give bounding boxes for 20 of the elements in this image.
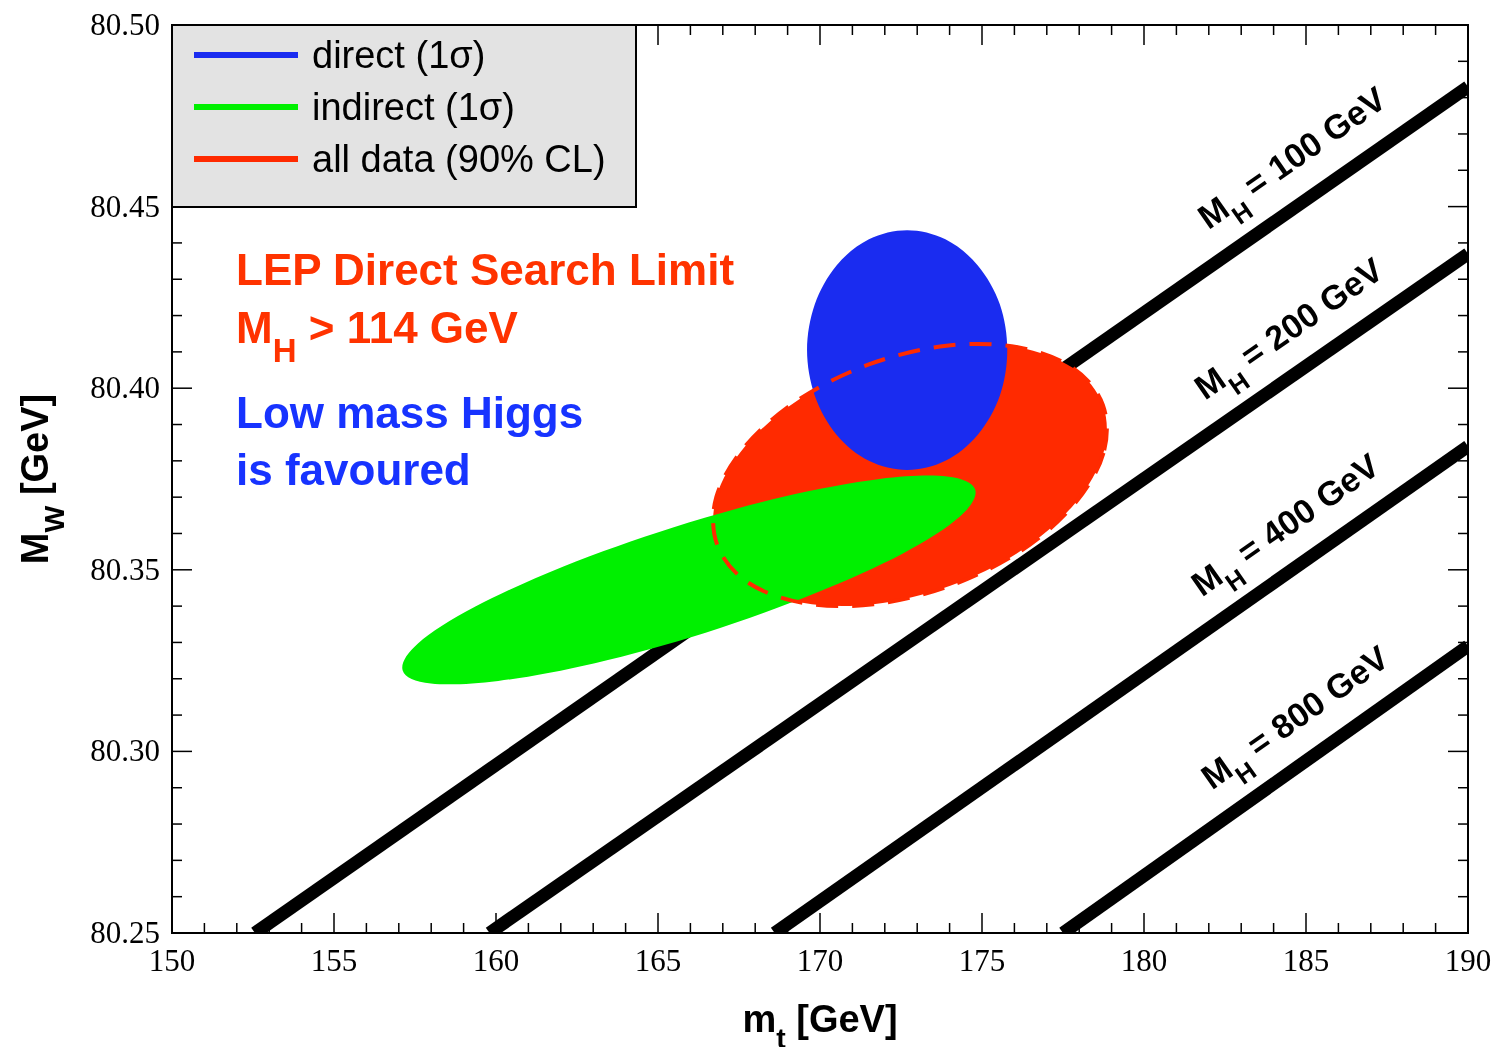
annotation: is favoured xyxy=(236,445,471,494)
x-tick-label: 175 xyxy=(958,943,1006,978)
x-tick-label: 165 xyxy=(634,943,682,978)
annotation: LEP Direct Search Limit xyxy=(236,245,735,294)
legend-label: all data (90% CL) xyxy=(312,138,606,180)
y-tick-label: 80.40 xyxy=(90,370,160,406)
y-tick-label: 80.50 xyxy=(90,7,160,42)
x-tick-label: 160 xyxy=(472,943,520,978)
x-tick-label: 180 xyxy=(1120,943,1168,978)
y-tick-label: 80.35 xyxy=(90,551,160,587)
legend-label: direct (1σ) xyxy=(312,34,486,76)
y-tick-label: 80.30 xyxy=(90,733,160,769)
annotation: Low mass Higgs xyxy=(236,388,584,437)
x-tick-label: 170 xyxy=(796,943,844,978)
x-tick-label: 185 xyxy=(1282,943,1330,978)
annotation: M$_{H}$ > 114 GeV xyxy=(236,303,519,369)
y-tick-label: 80.45 xyxy=(90,188,160,224)
x-tick-label: 190 xyxy=(1444,943,1492,978)
legend-label: indirect (1σ) xyxy=(312,86,515,128)
x-tick-label: 155 xyxy=(310,943,358,978)
